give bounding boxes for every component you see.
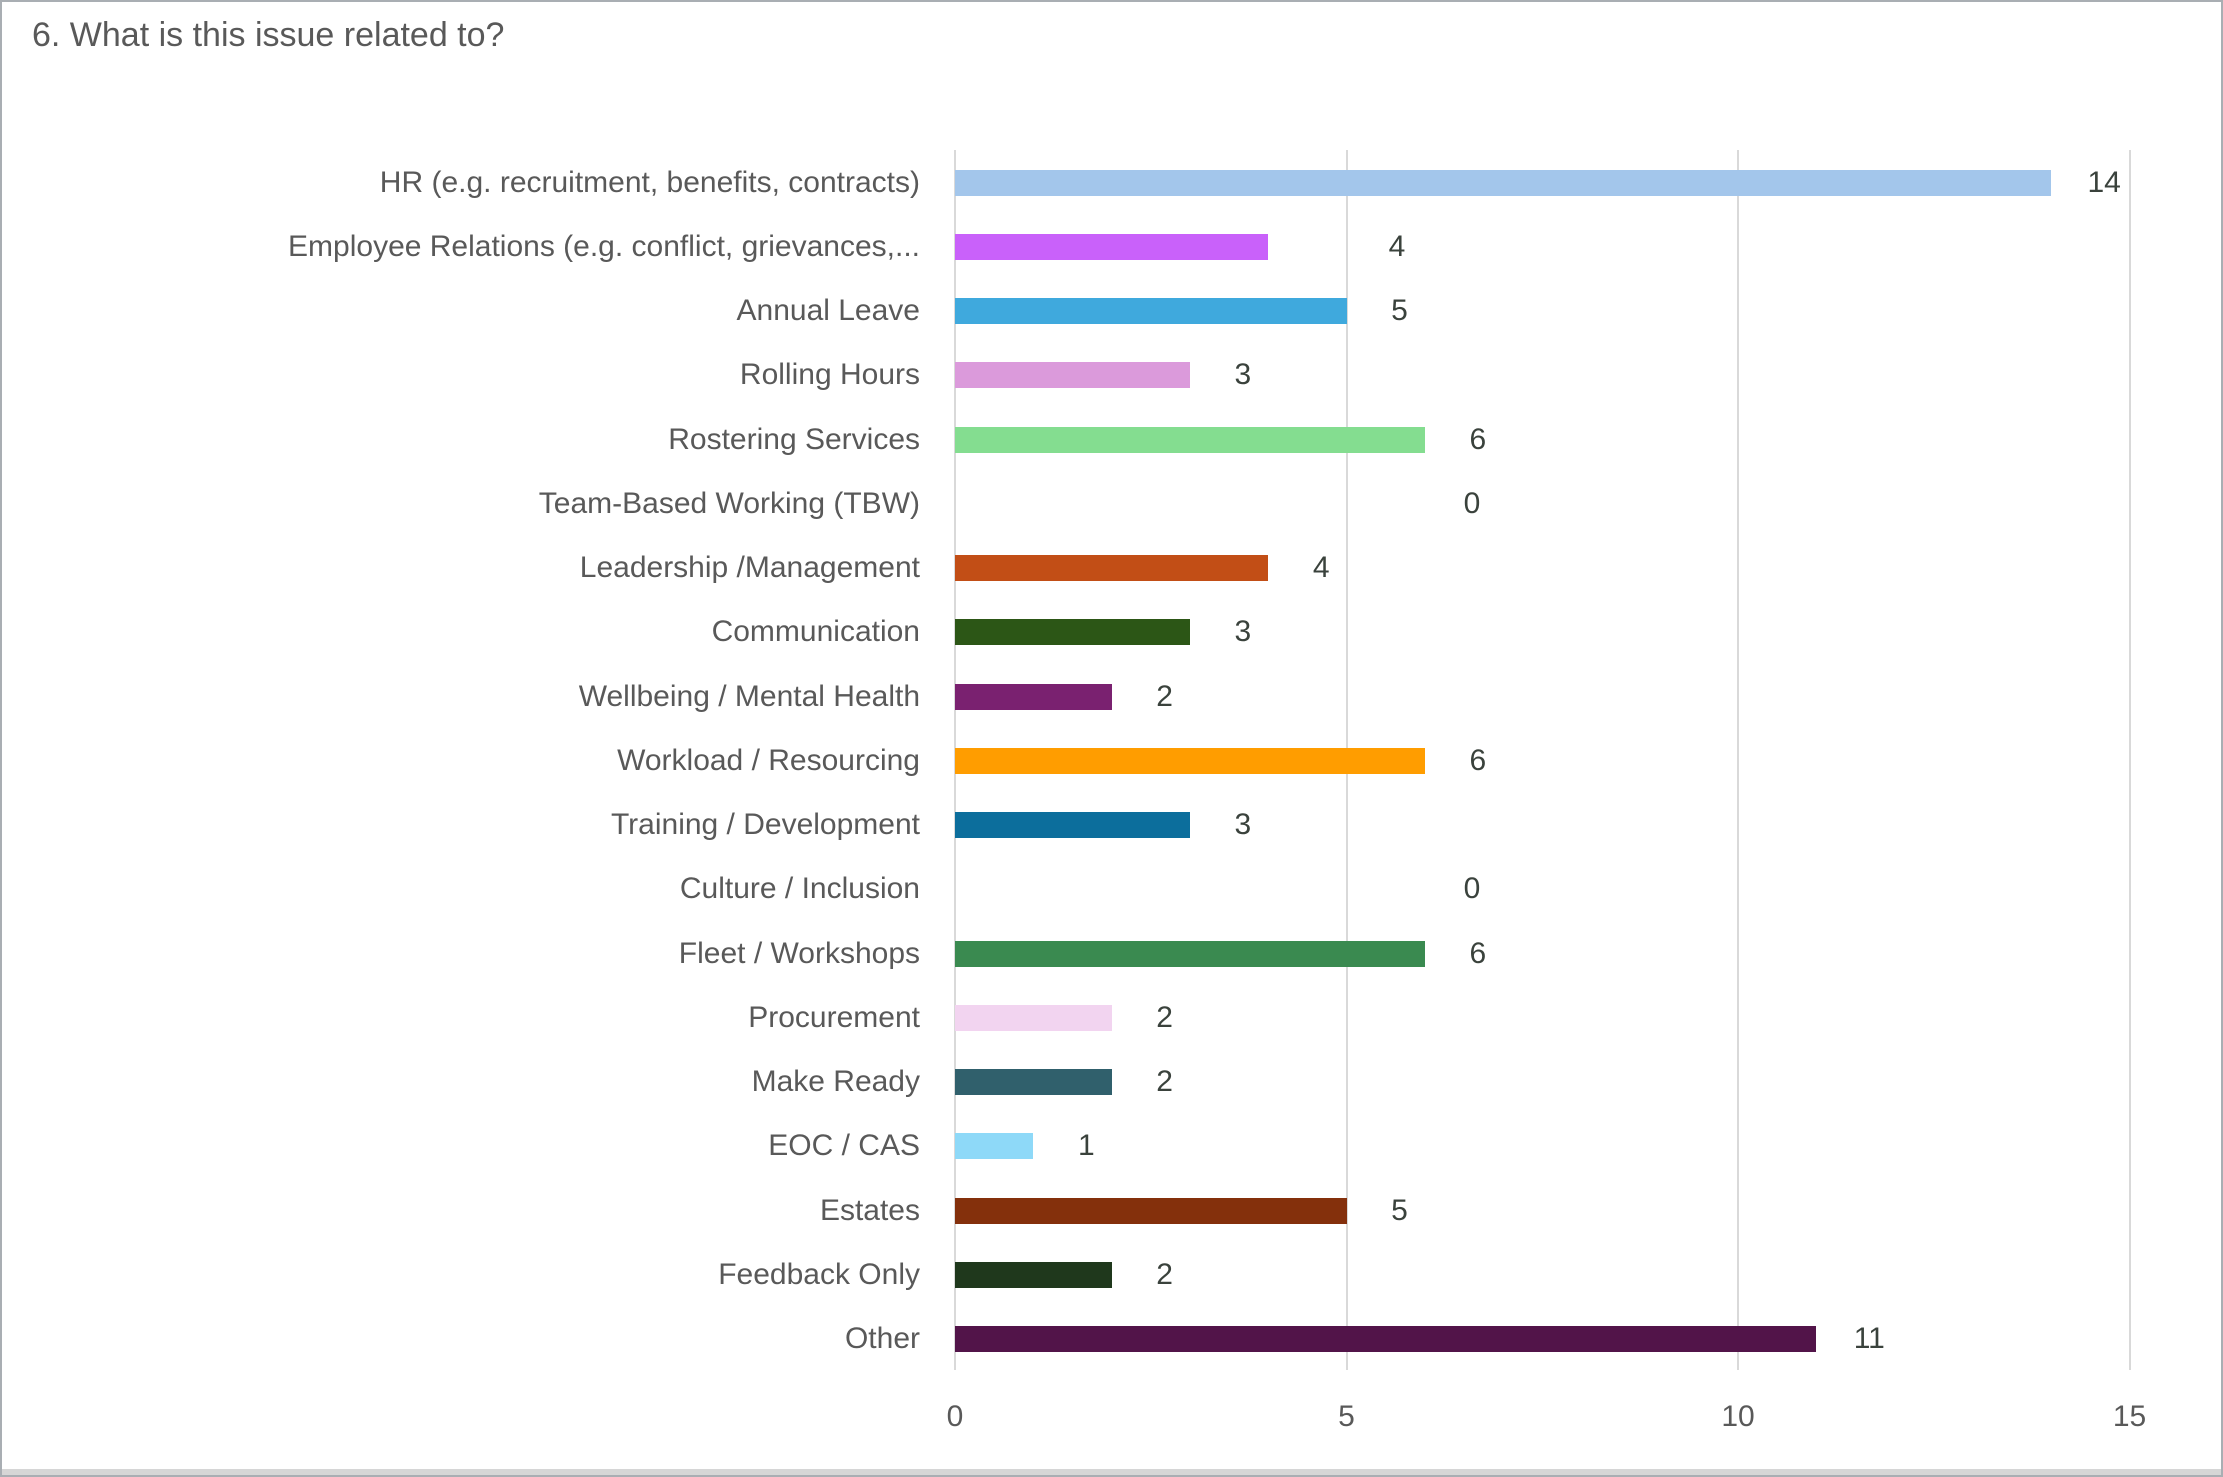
- bar: [955, 747, 1425, 774]
- value-label: 4: [1388, 229, 1406, 263]
- bar: [955, 1004, 1112, 1031]
- category-label: Feedback Only: [718, 1257, 920, 1291]
- bar: [955, 1133, 1034, 1160]
- category-label: Procurement: [748, 1000, 920, 1034]
- bar: [955, 683, 1112, 710]
- bar: [955, 298, 1347, 324]
- category-label: Rostering Services: [668, 422, 920, 456]
- category-label: HR (e.g. recruitment, benefits, contract…: [379, 165, 920, 199]
- gridline-x-10: [1737, 150, 1739, 1370]
- value-label: 2: [1156, 1000, 1173, 1034]
- category-label: Communication: [711, 615, 920, 649]
- x-axis-tick-label: 15: [2112, 1400, 2147, 1433]
- value-label: 3: [1234, 615, 1252, 649]
- category-label: Estates: [819, 1193, 920, 1227]
- bar: [955, 1326, 1817, 1352]
- category-label: Culture / Inclusion: [679, 872, 920, 906]
- value-label: 11: [1853, 1322, 1885, 1355]
- bar: [955, 362, 1190, 389]
- x-axis-tick-label: 0: [946, 1400, 964, 1433]
- value-label: 6: [1469, 422, 1487, 456]
- bar: [955, 169, 2052, 196]
- category-label: Wellbeing / Mental Health: [578, 679, 920, 713]
- value-label: 1: [1077, 1129, 1095, 1163]
- value-label: 4: [1312, 551, 1330, 584]
- value-label: 6: [1469, 743, 1487, 777]
- x-axis-tick-label: 5: [1338, 1400, 1355, 1433]
- bar: [955, 940, 1425, 967]
- bar: [955, 555, 1269, 581]
- value-label: 5: [1391, 1193, 1408, 1227]
- bar: [955, 1261, 1112, 1288]
- category-label: Workload / Resourcing: [617, 743, 920, 777]
- category-label: Training / Development: [610, 808, 920, 841]
- x-axis-tick-label: 10: [1721, 1400, 1755, 1433]
- category-label: Rolling Hours: [739, 358, 920, 392]
- category-label: Team-Based Working (TBW): [538, 486, 920, 520]
- bottom-scroll-strip: [2, 1469, 2221, 1475]
- value-label: 2: [1156, 679, 1173, 713]
- value-label: 0: [1463, 486, 1481, 520]
- category-label: Other: [844, 1322, 920, 1355]
- category-label: Leadership /Management: [579, 551, 920, 584]
- bar: [955, 812, 1190, 838]
- value-label: 5: [1391, 294, 1408, 327]
- category-label: Fleet / Workshops: [678, 936, 920, 970]
- category-label: Annual Leave: [736, 294, 921, 327]
- value-label: 6: [1469, 936, 1487, 970]
- gridline-x-15: [2128, 150, 2131, 1370]
- value-label: 0: [1463, 872, 1481, 906]
- category-label: Make Ready: [751, 1065, 920, 1098]
- chart-title: 6. What is this issue related to?: [32, 16, 505, 54]
- category-label: Employee Relations (e.g. conflict, griev…: [288, 229, 920, 263]
- bar: [955, 1197, 1347, 1224]
- value-label: 3: [1234, 358, 1252, 392]
- bar: [955, 1069, 1112, 1095]
- value-label: 2: [1156, 1257, 1173, 1291]
- value-label: 2: [1156, 1065, 1173, 1098]
- value-label: 3: [1234, 808, 1252, 841]
- category-label: EOC / CAS: [768, 1129, 920, 1163]
- bar: [955, 233, 1269, 260]
- value-label: 14: [2087, 165, 2121, 199]
- bar: [955, 619, 1190, 646]
- bar: [955, 426, 1425, 453]
